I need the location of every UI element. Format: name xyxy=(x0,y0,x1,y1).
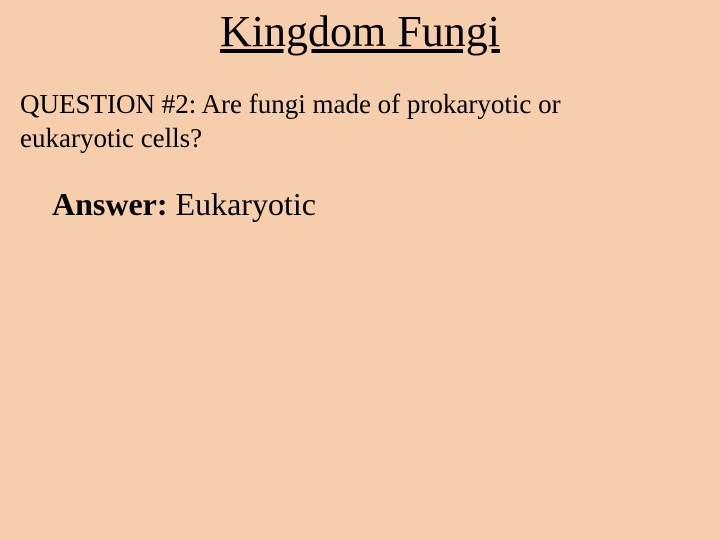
slide-container: Kingdom Fungi QUESTION #2: Are fungi mad… xyxy=(0,0,720,540)
answer-line: Answer: Eukaryotic xyxy=(52,186,316,223)
question-text: QUESTION #2: Are fungi made of prokaryot… xyxy=(20,88,680,156)
slide-title: Kingdom Fungi xyxy=(0,6,720,57)
answer-value: Eukaryotic xyxy=(176,186,316,222)
answer-label: Answer: xyxy=(52,186,176,222)
